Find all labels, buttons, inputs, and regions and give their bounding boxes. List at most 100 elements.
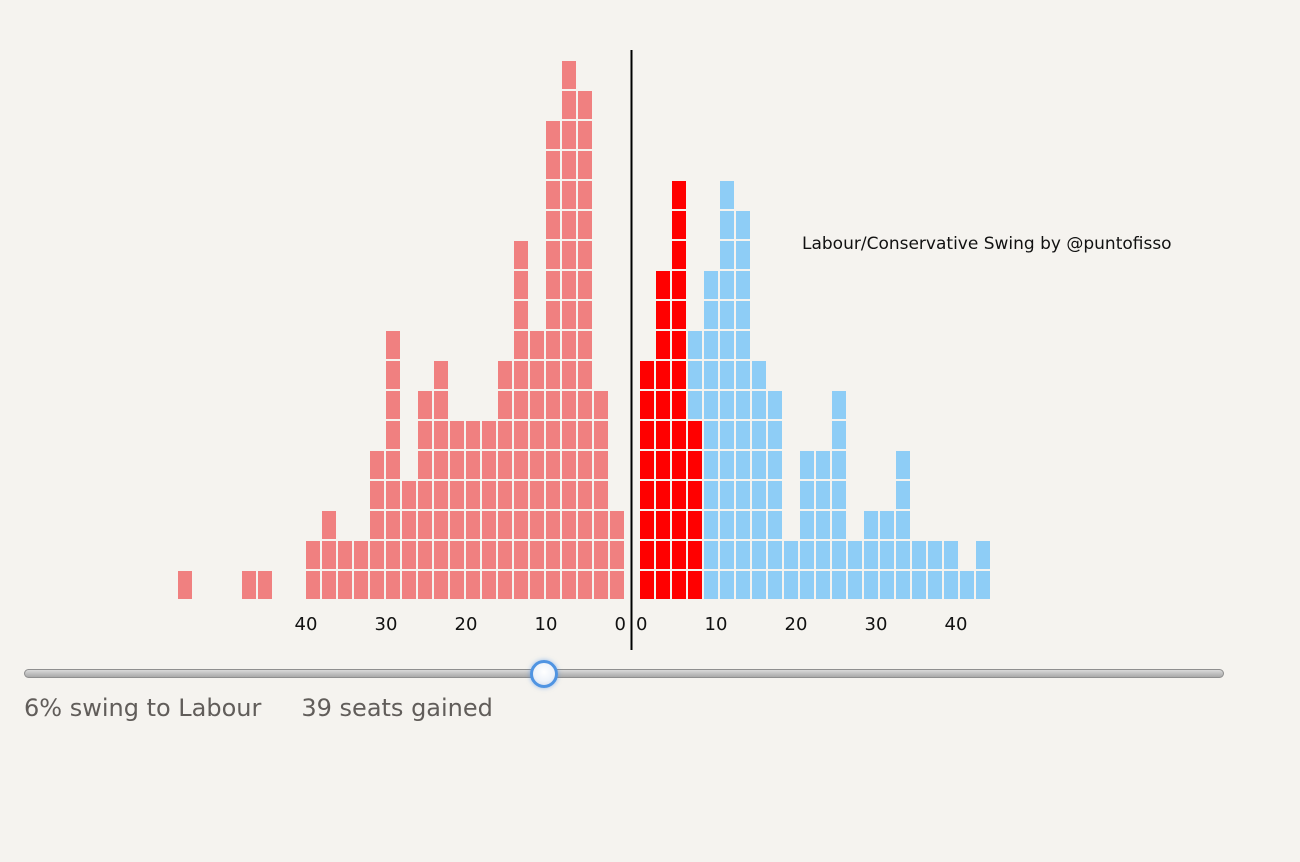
left-bar-14-seat-5: [498, 451, 512, 479]
left-bar-2-seat-5: [594, 451, 608, 479]
right-bar-2-seat-8: [656, 361, 670, 389]
left-bar-8-seat-14: [546, 181, 560, 209]
left-bar-4-seat-6: [578, 421, 592, 449]
left-bar-6-seat-17: [562, 91, 576, 119]
right-bar-4-seat-2: [672, 541, 686, 569]
left-bar-6-seat-10: [562, 301, 576, 329]
left-bar-4-seat-10: [578, 301, 592, 329]
left-bar-6-seat-2: [562, 541, 576, 569]
left-bar-12-seat-5: [514, 451, 528, 479]
right-bar-14-seat-1: [752, 571, 766, 599]
right-bar-6-seat-8: [688, 361, 702, 389]
left-bar-24-seat-3: [418, 511, 432, 539]
left-bar-6-seat-5: [562, 451, 576, 479]
left-bar-8-seat-10: [546, 301, 560, 329]
right-bar-12-seat-9: [736, 331, 750, 359]
chart-title: Labour/Conservative Swing by @puntofisso: [802, 234, 1172, 254]
left-bar-8-seat-5: [546, 451, 560, 479]
right-bar-4-seat-8: [672, 361, 686, 389]
right-bar-32-seat-1: [896, 571, 910, 599]
left-bar-10-seat-2: [530, 541, 544, 569]
left-bar-8-seat-4: [546, 481, 560, 509]
right-bar-12-seat-3: [736, 511, 750, 539]
left-bar-8-seat-7: [546, 391, 560, 419]
left-tick-labels: 40 30 20 10 0: [295, 614, 626, 635]
right-bar-22-seat-5: [816, 451, 830, 479]
right-bar-8-seat-5: [704, 451, 718, 479]
right-bar-32-seat-5: [896, 451, 910, 479]
left-bar-38-seat-2: [306, 541, 320, 569]
left-tick-label-40: 40: [295, 614, 318, 635]
right-bar-22-seat-4: [816, 481, 830, 509]
left-bar-10-seat-9: [530, 331, 544, 359]
right-bar-8-seat-1: [704, 571, 718, 599]
left-bar-12-seat-3: [514, 511, 528, 539]
right-bar-10-seat-10: [720, 301, 734, 329]
left-bar-10-seat-8: [530, 361, 544, 389]
left-bar-16-seat-2: [482, 541, 496, 569]
left-bar-8-seat-3: [546, 511, 560, 539]
left-bar-4-seat-12: [578, 241, 592, 269]
left-bar-20-seat-5: [450, 451, 464, 479]
left-bar-6-seat-12: [562, 241, 576, 269]
left-bar-18-seat-2: [466, 541, 480, 569]
right-bar-8-seat-6: [704, 421, 718, 449]
right-bar-16-seat-7: [768, 391, 782, 419]
left-bar-28-seat-8: [386, 361, 400, 389]
swing-slider[interactable]: [24, 660, 1224, 690]
left-bar-38-seat-1: [306, 571, 320, 599]
left-bar-6-seat-4: [562, 481, 576, 509]
left-bar-14-seat-2: [498, 541, 512, 569]
right-bar-12-seat-2: [736, 541, 750, 569]
left-bar-8-seat-11: [546, 271, 560, 299]
right-bar-30-seat-3: [880, 511, 894, 539]
right-bar-2-seat-7: [656, 391, 670, 419]
right-bar-14-seat-7: [752, 391, 766, 419]
left-bars: [178, 61, 624, 599]
slider-track[interactable]: [24, 669, 1224, 678]
left-bar-28-seat-1: [386, 571, 400, 599]
right-bar-24-seat-2: [832, 541, 846, 569]
left-bar-12-seat-1: [514, 571, 528, 599]
left-bar-26-seat-2: [402, 541, 416, 569]
left-bar-10-seat-5: [530, 451, 544, 479]
right-bar-24-seat-4: [832, 481, 846, 509]
left-bar-28-seat-7: [386, 391, 400, 419]
left-bar-18-seat-1: [466, 571, 480, 599]
right-bar-12-seat-12: [736, 241, 750, 269]
left-bar-10-seat-4: [530, 481, 544, 509]
left-bar-8-seat-9: [546, 331, 560, 359]
right-bar-8-seat-11: [704, 271, 718, 299]
right-bar-34-seat-1: [912, 571, 926, 599]
left-bar-6-seat-13: [562, 211, 576, 239]
right-bar-10-seat-3: [720, 511, 734, 539]
left-bar-20-seat-4: [450, 481, 464, 509]
left-bar-32-seat-2: [354, 541, 368, 569]
left-bar-24-seat-2: [418, 541, 432, 569]
left-bar-34-seat-2: [338, 541, 352, 569]
left-bar-32-seat-1: [354, 571, 368, 599]
right-bar-4-seat-5: [672, 451, 686, 479]
left-bar-6-seat-9: [562, 331, 576, 359]
slider-thumb[interactable]: [530, 660, 558, 688]
right-bar-18-seat-1: [784, 571, 798, 599]
left-bar-4-seat-13: [578, 211, 592, 239]
right-tick-label-40: 40: [945, 614, 968, 635]
left-bar-4-seat-2: [578, 541, 592, 569]
right-bar-14-seat-4: [752, 481, 766, 509]
right-bar-4-seat-12: [672, 241, 686, 269]
left-bar-6-seat-6: [562, 421, 576, 449]
left-bar-28-seat-5: [386, 451, 400, 479]
left-bar-30-seat-2: [370, 541, 384, 569]
left-bar-28-seat-2: [386, 541, 400, 569]
left-bar-24-seat-6: [418, 421, 432, 449]
left-bar-2-seat-3: [594, 511, 608, 539]
right-bar-16-seat-5: [768, 451, 782, 479]
left-bar-6-seat-1: [562, 571, 576, 599]
right-bar-34-seat-2: [912, 541, 926, 569]
left-bar-6-seat-14: [562, 181, 576, 209]
left-bar-0-seat-3: [610, 511, 624, 539]
left-bar-6-seat-8: [562, 361, 576, 389]
left-bar-14-seat-4: [498, 481, 512, 509]
left-bar-2-seat-7: [594, 391, 608, 419]
